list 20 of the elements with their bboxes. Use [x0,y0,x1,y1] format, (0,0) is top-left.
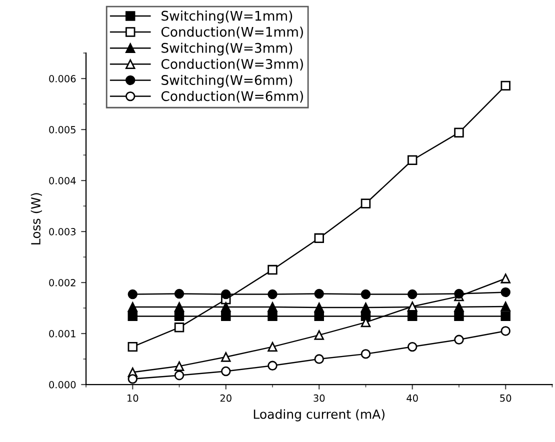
y-tick-label: 0.005 [49,126,76,134]
x-axis-title: Loading current (mA) [254,409,384,422]
x-tick-label: 20 [220,394,232,402]
y-axis-title: Loss (W) [30,193,42,244]
x-tick-label: 10 [128,394,138,402]
x-tick-label: 50 [500,394,512,402]
y-tick-label: 0.003 [49,228,76,236]
legend-label: Switching(W=6mm) [162,74,292,88]
x-tick-label: 30 [314,394,325,402]
legend-label: Conduction(W=1mm) [161,26,303,38]
legend-label: Switching(W=1mm) [162,10,292,24]
legend-label: Switching(W=3mm) [162,42,292,56]
legend-label: Conduction(W=6mm) [161,90,303,103]
x-tick-label: 40 [406,394,418,402]
y-tick-label: 0.001 [49,330,76,338]
y-tick-label: 0.000 [49,381,76,388]
y-tick-label: 0.002 [49,279,76,286]
legend-label: Conduction(W=3mm) [161,58,303,71]
y-tick-label: 0.006 [49,75,76,82]
y-tick-label: 0.004 [49,177,76,184]
